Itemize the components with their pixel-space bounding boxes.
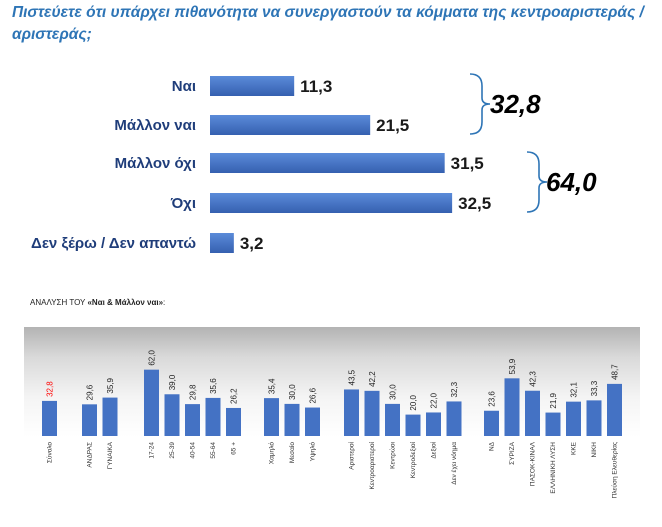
breakdown-category-label: Σύνολο [46,442,54,463]
breakdown-category-label: ΓΥΝΑΙΚΑ [107,441,114,469]
breakdown-bar [205,397,221,436]
breakdown-bar [226,407,241,436]
breakdown-title-suffix: : [163,298,166,307]
breakdown-value-label: 33,3 [590,380,599,396]
value-label: 21,5 [376,116,409,135]
breakdown-bar [364,390,380,436]
bar [210,115,371,135]
main-bar-chart: Ναι 11,3 Μάλλον ναι 21,5 Μάλλον όχι 31,5 Όχι 32… [31,73,597,253]
group-total-label: 32,8 [490,89,541,119]
breakdown-title: ΑΝΑΛΥΣΗ ΤΟΥ «Ναι & Μάλλον ναι»: [30,298,165,307]
breakdown-value-label: 42,2 [368,371,377,387]
breakdown-value-label: 23,6 [488,391,497,407]
breakdown-title-emphasis: «Ναι & Μάλλον ναι» [87,298,164,307]
breakdown-bar [305,407,320,436]
breakdown-value-label: 35,6 [209,378,218,394]
breakdown-category-label: Αριστεροί [348,441,356,469]
breakdown-bar [525,390,540,436]
breakdown-bar [344,389,359,436]
breakdown-value-label: 29,6 [86,384,95,400]
breakdown-category-label: Κεντροαριστεροί [368,441,376,489]
breakdown-value-label: 30,0 [288,384,297,400]
breakdown-value-label: 42,3 [529,371,538,387]
breakdown-category-label: 55-64 [210,442,217,459]
breakdown-category-label: Χαμηλό [268,442,276,465]
breakdown-category-label: ΚΚΕ [571,441,578,455]
group-brace [469,73,491,135]
value-label: 32,5 [458,194,491,213]
breakdown-title-prefix: ΑΝΑΛΥΣΗ ΤΟΥ [30,298,88,307]
breakdown-value-label: 35,4 [268,378,277,394]
category-label: Δεν ξέρω / Δεν απαντώ [31,235,196,252]
breakdown-value-label: 20,0 [409,394,418,410]
breakdown-value-label: 26,6 [309,387,318,403]
breakdown-value-label: 32,8 [46,381,55,397]
breakdown-bar [385,403,400,436]
breakdown-category-label: ΠΑΣΟΚ-ΚΙΝΑΛ [530,441,537,486]
breakdown-bar [426,412,441,436]
breakdown-category-label: Δεν έχει νόημα [450,442,458,485]
breakdown-value-label: 30,0 [389,384,398,400]
breakdown-category-label: ΑΝΔΡΑΣ [87,442,94,468]
breakdown-value-label: 22,0 [430,392,439,408]
breakdown-bar [607,383,622,436]
value-label: 11,3 [300,77,332,96]
breakdown-bar [264,398,279,436]
breakdown-category-label: 25-39 [169,442,176,459]
category-label: Μάλλον ναι [114,117,196,134]
breakdown-bar [405,414,421,436]
breakdown-category-label: Πλεύση Ελευθερίας [611,442,619,498]
breakdown-bar [164,394,180,436]
breakdown-bar [484,410,499,436]
breakdown-category-label: ΝΔ [489,441,496,451]
group-brace [526,151,548,213]
breakdown-bar [446,401,462,436]
breakdown-category-label: ΕΛΛΗΝΙΚΗ ΛΥΣΗ [550,442,557,494]
breakdown-category-label: Κεντροδεξιοί [409,441,417,478]
breakdown-category-label: ΝΙΚΗ [591,442,598,458]
breakdown-bar [42,400,57,436]
breakdown-bar [545,412,561,436]
breakdown-bar [566,401,581,436]
breakdown-value-label: 48,7 [611,364,620,380]
breakdown-value-label: 21,9 [549,392,558,408]
breakdown-value-label: 29,8 [189,384,198,400]
category-label: Ναι [172,78,196,95]
breakdown-bar [504,378,520,436]
breakdown-category-label: 17-24 [149,442,156,459]
breakdown-bar [586,400,602,436]
breakdown-value-label: 32,1 [570,382,579,398]
value-label: 3,2 [240,234,264,253]
breakdown-category-label: ΣΥΡΙΖΑ [509,441,516,464]
category-label: Όχι [170,195,196,212]
breakdown-bar [82,404,97,436]
breakdown-bar [284,403,300,436]
breakdown-bar [144,369,159,436]
breakdown-value-label: 32,3 [450,381,459,397]
breakdown-bar [185,404,200,436]
category-label: Μάλλον όχι [115,155,196,172]
breakdown-value-label: 35,9 [106,377,115,393]
group-total-label: 64,0 [546,167,597,197]
bar [210,153,445,173]
breakdown-value-label: 39,0 [168,374,177,390]
breakdown-category-label: Υψηλό [309,442,317,462]
breakdown-category-label: Κεντρώοι [389,441,397,468]
breakdown-value-label: 43,5 [348,369,357,385]
breakdown-category-label: Μεσαίο [288,442,296,464]
breakdown-value-label: 53,9 [508,358,517,374]
bar [210,193,453,213]
breakdown-value-label: 62,0 [148,350,157,366]
bar [210,76,295,96]
breakdown-category-label: 40-54 [190,442,197,459]
breakdown-value-label: 26,2 [230,388,239,404]
question-title: Πιστεύετε ότι υπάρχει πιθανότητα να συνε… [12,4,644,43]
value-label: 31,5 [451,154,484,173]
bar [210,233,234,253]
breakdown-bar [102,397,118,436]
breakdown-category-label: Δεξιοί [430,441,438,458]
breakdown-category-label: 65 + [231,442,238,455]
